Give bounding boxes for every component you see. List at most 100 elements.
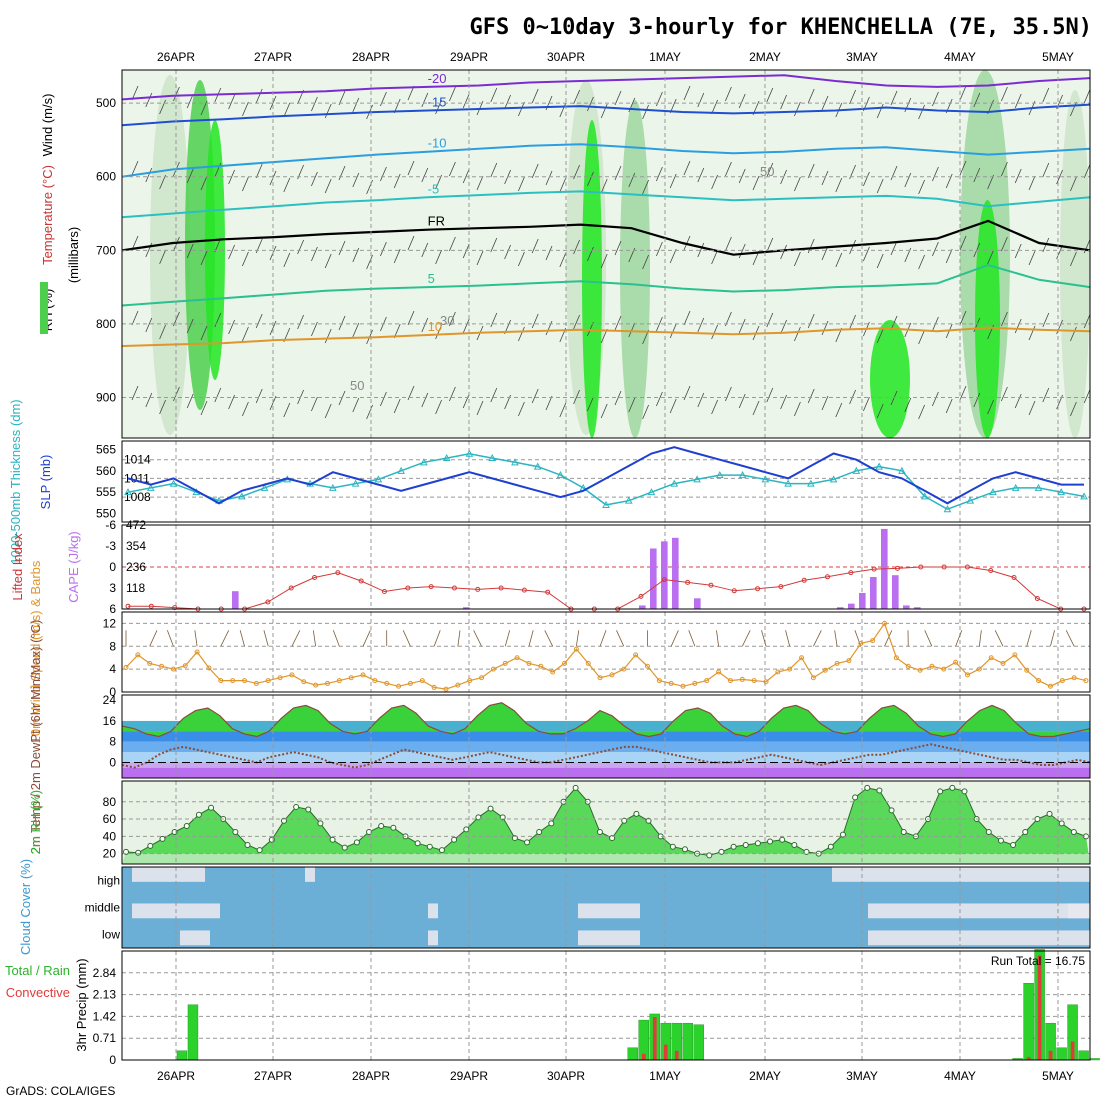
- lifted-marker: [661, 577, 667, 583]
- wind-barb: [531, 88, 539, 104]
- rh-marker: [147, 842, 154, 849]
- wind-barb: [531, 313, 539, 329]
- wind-marker: [692, 680, 698, 686]
- thickness-marker: [715, 471, 724, 479]
- wind-barb: [131, 310, 139, 326]
- wind-marker: [526, 660, 532, 666]
- convective-bar: [652, 1017, 657, 1060]
- wind-barb: [945, 398, 953, 414]
- wind-marker: [976, 666, 982, 672]
- cloud-block: [578, 903, 640, 919]
- temp-contour: [121, 263, 1091, 307]
- wind-barb: [614, 165, 622, 181]
- wind-marker: [597, 675, 603, 681]
- lifted-marker: [335, 570, 341, 576]
- rh-marker: [779, 836, 786, 843]
- wind-barb: [1083, 313, 1091, 329]
- thickness-marker: [442, 454, 451, 462]
- wind-barb: [462, 243, 470, 259]
- cloud-block: [1068, 903, 1090, 919]
- wind-barb: [711, 174, 718, 190]
- wind-barb: [242, 401, 249, 417]
- wind-marker: [218, 678, 224, 684]
- wind-barb: [794, 176, 801, 192]
- wind-barb: [573, 89, 580, 105]
- wind-barb: [1042, 387, 1050, 403]
- y-tick-label: 20: [103, 847, 117, 861]
- wind-marker: [964, 672, 970, 678]
- temperature-panel: 0 8 16 24 2m Temp / 2m DewPt (6hr Min/Max) (…: [28, 620, 1091, 855]
- rh-contour-label: 50: [760, 164, 774, 179]
- wind-barb: [587, 171, 594, 187]
- wind-barb: [352, 97, 360, 113]
- temp-contour: [121, 143, 1091, 178]
- date-label-top: 4MAY: [944, 50, 976, 64]
- wind-barb: [194, 630, 198, 647]
- y-axis-label: 10m Wind Speed (m/s) & Barbs: [28, 560, 43, 743]
- wind-barb: [186, 393, 194, 409]
- cloud-cover-panel: high middle low Cloud Cover (%): [18, 859, 1091, 955]
- rh-area: [122, 787, 1090, 864]
- wind-marker: [431, 684, 437, 690]
- wind-barb: [1083, 163, 1091, 179]
- wind-barb: [311, 321, 318, 337]
- cape-bar: [672, 537, 679, 609]
- cloud-block: [868, 930, 1090, 946]
- precip-bar: [682, 1022, 693, 1061]
- wind-barb: [220, 630, 230, 647]
- wind-barb: [807, 88, 815, 104]
- date-label-top: 28APR: [352, 50, 390, 64]
- wind-barb: [924, 630, 933, 647]
- lifted-marker: [405, 585, 411, 591]
- wind-barb: [366, 254, 373, 270]
- lifted-marker: [638, 593, 644, 599]
- wind-barb: [835, 252, 843, 268]
- y-tick-label: 24: [103, 693, 117, 707]
- wind-barb: [531, 163, 539, 179]
- wind-barb: [656, 316, 663, 332]
- thickness-marker: [852, 466, 861, 474]
- wind-marker: [123, 664, 129, 670]
- wind-barb: [780, 394, 787, 410]
- y-axis-label: 2m Temp / 2m DewPt (6hr Min/Max) (°C): [28, 620, 43, 855]
- contour-label: -15: [428, 94, 447, 109]
- wind-barb: [573, 389, 580, 405]
- wind-barb: [794, 326, 801, 342]
- panel-frame: [121, 524, 1091, 610]
- wind-barb: [449, 386, 456, 402]
- wind-barb: [741, 630, 751, 647]
- wind-barb: [738, 393, 746, 409]
- y-tick-label: 500: [96, 96, 116, 110]
- y-tick-label: 0: [109, 560, 116, 574]
- wind-barb: [159, 249, 166, 265]
- cape-bar: [859, 592, 866, 609]
- lifted-marker: [521, 587, 527, 593]
- y-axis-label: 2m RH (%): [28, 790, 43, 854]
- wind-marker: [834, 660, 840, 666]
- lifted-marker: [498, 585, 504, 591]
- wind-marker: [170, 666, 176, 672]
- wind-barb: [435, 249, 442, 265]
- thickness-marker: [351, 479, 360, 487]
- wind-barb: [876, 103, 884, 119]
- thickness-marker: [397, 466, 405, 474]
- wind-barb: [145, 167, 153, 183]
- wind-barb: [807, 163, 815, 179]
- wind-barb: [821, 395, 829, 411]
- rh-marker: [767, 838, 774, 845]
- wind-barb: [932, 241, 939, 257]
- rh-marker: [159, 835, 166, 842]
- thickness-marker: [1034, 483, 1043, 491]
- cloud-block: [428, 930, 438, 946]
- wind-barb: [834, 630, 838, 647]
- wind-barb: [766, 312, 774, 328]
- cape-bar: [903, 605, 910, 609]
- wind-barb: [932, 391, 939, 407]
- wind-marker: [467, 678, 473, 684]
- wind-barb: [752, 175, 760, 191]
- wind-barb: [504, 630, 511, 647]
- wind-barb: [380, 241, 387, 257]
- wind-barb: [545, 395, 553, 411]
- wind-barb: [462, 168, 470, 184]
